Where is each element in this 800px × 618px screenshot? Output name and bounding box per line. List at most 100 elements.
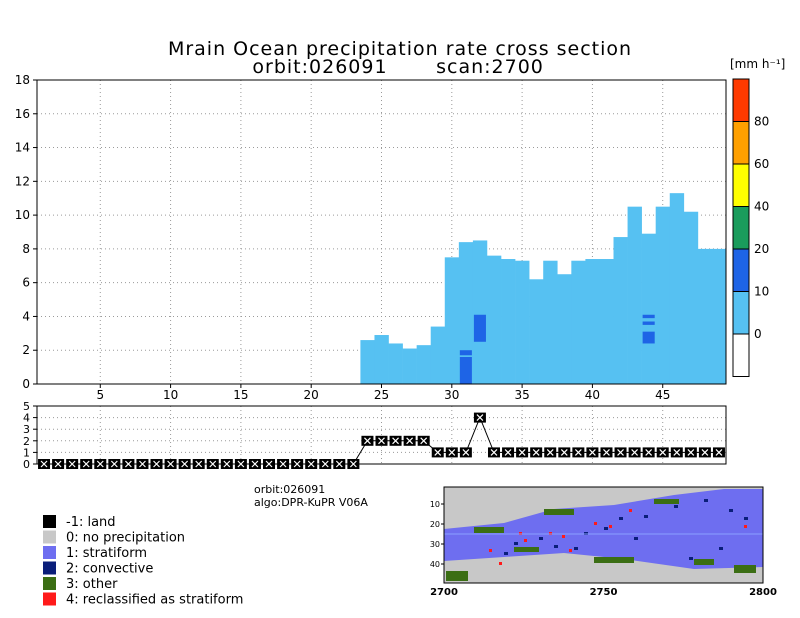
map-y-tick-label: 10 [430, 500, 440, 509]
rain-column [669, 193, 685, 384]
type-marker-x [307, 460, 315, 468]
type-marker-x [82, 460, 90, 468]
type-marker-x [251, 460, 259, 468]
rain-column [388, 343, 403, 384]
map-other-patch [474, 527, 504, 533]
type-marker-x [532, 448, 540, 456]
map-convective-cell [574, 547, 578, 550]
type-marker-x [237, 460, 245, 468]
map-reclassified-cell [524, 539, 527, 542]
legend-swatch [43, 561, 56, 575]
map-other-patch [654, 499, 679, 504]
type-marker-x [293, 460, 301, 468]
map-reclassified-cell [499, 562, 502, 565]
type-marker-x [209, 460, 217, 468]
colorbar-level-label: 40 [754, 200, 769, 214]
type-marker-x [631, 448, 639, 456]
map-x-tick-label: 2700 [430, 587, 458, 598]
map-other-patch [594, 557, 634, 563]
map-other-patch [446, 571, 468, 581]
type-marker-x [420, 437, 428, 445]
colorbar-segment [732, 78, 750, 122]
type-marker-x [265, 460, 273, 468]
type-marker-x [68, 460, 76, 468]
main-x-tick-label: 5 [96, 388, 104, 402]
chart-subtitle-orbit: orbit:026091 [252, 56, 387, 78]
legend-label: 2: convective [66, 562, 153, 577]
map-convective-cell [674, 505, 678, 508]
colorbar-level-label: 80 [754, 115, 769, 129]
main-x-axis: 5 10 15 20 25 30 35 40 45 [96, 384, 670, 402]
rain-cell-heavy [459, 356, 472, 384]
map-convective-cell [719, 547, 723, 550]
colorbar-level-label: 0 [754, 327, 762, 341]
rain-column [571, 260, 586, 384]
rain-column [486, 255, 502, 384]
scan-map: 10 20 30 40 2700 2750 2800 [430, 486, 777, 598]
type-marker-x [574, 448, 582, 456]
map-reclassified-cell [594, 522, 597, 525]
type-marker-x [96, 460, 104, 468]
chart-subtitle-scan: scan:2700 [436, 56, 544, 78]
type-marker-x [588, 448, 596, 456]
main-y-axis: 0 2 4 6 8 10 12 14 16 18 [15, 73, 37, 391]
legend-swatch [43, 530, 56, 544]
main-x-tick-label: 25 [374, 388, 389, 402]
type-marker-x [673, 448, 681, 456]
type-marker-x [715, 448, 723, 456]
type-marker-x [378, 437, 385, 445]
type-marker-x [406, 437, 414, 445]
legend-label: -1: land [66, 515, 116, 530]
type-marker-x [181, 460, 189, 468]
main-y-tick-label: 0 [22, 377, 30, 391]
map-frame [443, 486, 764, 584]
rain-column [683, 211, 699, 384]
colorbar-segment [732, 291, 750, 335]
type-marker-x [603, 448, 610, 456]
type-marker-x [490, 448, 498, 456]
colorbar-segment [732, 248, 750, 292]
main-y-tick-label: 12 [15, 174, 30, 188]
type-marker-x [124, 460, 132, 468]
legend-swatch [43, 577, 56, 590]
map-other-patch [694, 559, 714, 565]
rain-column [374, 335, 389, 384]
map-convective-cell [554, 545, 558, 548]
type-marker-x [518, 448, 526, 456]
colorbar-unit: [mm h⁻¹] [730, 57, 785, 71]
legend-label: 4: reclassified as stratiform [66, 593, 243, 608]
map-reclassified-cell [489, 549, 492, 552]
main-bars [360, 193, 727, 384]
main-y-tick-label: 6 [22, 276, 30, 290]
main-x-tick-label: 40 [585, 388, 600, 402]
info-orbit: orbit:026091 [254, 483, 325, 496]
type-marker-x [195, 460, 203, 468]
rain-column [641, 233, 656, 384]
colorbar: 0 10 20 40 60 80 [732, 78, 769, 377]
rain-column [501, 259, 516, 384]
type-marker-x [139, 460, 146, 468]
map-convective-cell [604, 527, 608, 530]
type-marker-x [349, 460, 357, 468]
rain-column [655, 206, 671, 384]
type-series [38, 412, 725, 469]
type-marker-x [40, 460, 48, 468]
type-y-tick-label: 4 [23, 412, 30, 425]
rain-cell-heavy [459, 350, 472, 356]
main-x-tick-label: 20 [304, 388, 319, 402]
type-marker-x [279, 460, 287, 468]
map-convective-cell [644, 515, 648, 518]
type-marker-x [54, 460, 62, 468]
type-marker-x [364, 437, 371, 445]
rain-column [585, 259, 600, 384]
colorbar-segment [732, 163, 750, 207]
main-x-tick-label: 35 [514, 388, 529, 402]
map-reclassified-cell [562, 535, 565, 538]
type-marker-x [335, 460, 343, 468]
type-marker-x [462, 448, 470, 456]
rain-column [613, 237, 628, 384]
legend-swatch [43, 515, 56, 528]
map-reclassified-cell [609, 525, 612, 528]
